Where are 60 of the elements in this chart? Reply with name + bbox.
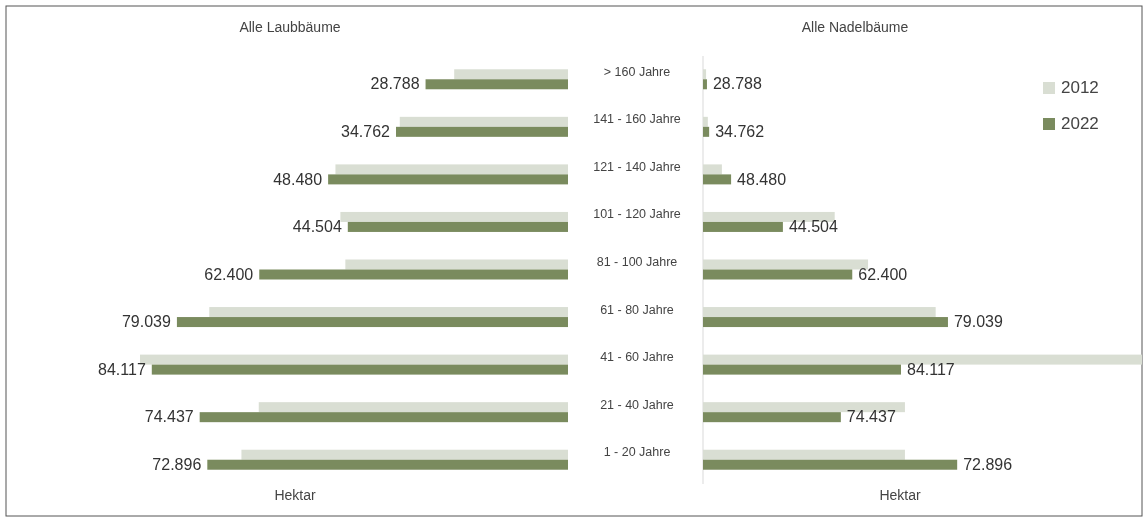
chart-title: Alle Laubbäume [239,19,341,35]
bar [209,307,568,318]
data-label: 62.400 [204,265,254,283]
x-axis-title: Hektar [879,487,921,503]
bar [703,317,948,328]
bar [176,317,568,328]
bar [347,221,568,232]
annotation: 74.437 [846,408,896,426]
bar [396,126,568,137]
y-tick-label: 141 - 160 Jahre [593,112,681,127]
bar [151,364,568,375]
x-axis-title: Hektar [274,487,316,503]
bar [328,174,568,185]
data-label: 74.437 [144,408,194,426]
bar [335,164,568,175]
bar [340,211,568,222]
bar [703,269,853,280]
data-label: 28.788 [370,75,420,93]
y-tick-label: 81 - 100 Jahre [596,255,678,269]
legend-label: 2022 [1061,114,1099,134]
chart-title: Alle Nadelbäume [801,19,909,35]
annotation: 62.400 [858,265,908,283]
bar [140,354,568,365]
data-label: 79.039 [121,313,172,331]
y-tick-label: 41 - 60 Jahre [600,350,674,365]
data-label: 44.504 [292,218,342,236]
annotation: 84.117 [906,360,955,378]
annotation: 48.480 [737,170,787,188]
data-label: 48.480 [273,170,323,188]
bar [241,449,568,460]
data-label: 84.117 [98,360,146,378]
y-tick-label: > 160 Jahre [603,64,671,79]
bar [345,259,568,270]
bar [199,412,568,423]
y-tick-label: 121 - 140 Jahre [593,159,681,174]
annotation: 44.504 [788,218,838,236]
bar [703,79,707,90]
y-tick-label: 61 - 80 Jahre [600,302,674,317]
bar [703,221,783,232]
bar [399,116,568,127]
annotation: 79.039 [953,313,1003,331]
bar [703,364,901,375]
bar [259,269,568,280]
data-label: 72.896 [152,455,202,473]
annotation: 72.896 [963,455,1013,473]
bar [703,412,841,423]
legend-label: 2012 [1061,78,1099,98]
annotation: 28.788 [712,75,762,93]
bar [703,459,958,470]
y-tick-label: 21 - 40 Jahre [600,397,674,412]
annotation: 34.762 [715,123,765,141]
y-tick-label: 1 - 20 Jahre [603,445,671,460]
y-tick-label: 101 - 120 Jahre [593,207,681,222]
bar [207,459,568,470]
bar [703,126,710,137]
bar [454,69,568,80]
data-label: 34.762 [341,123,391,141]
bar [258,402,568,413]
bar [425,79,568,90]
bar [703,174,732,185]
